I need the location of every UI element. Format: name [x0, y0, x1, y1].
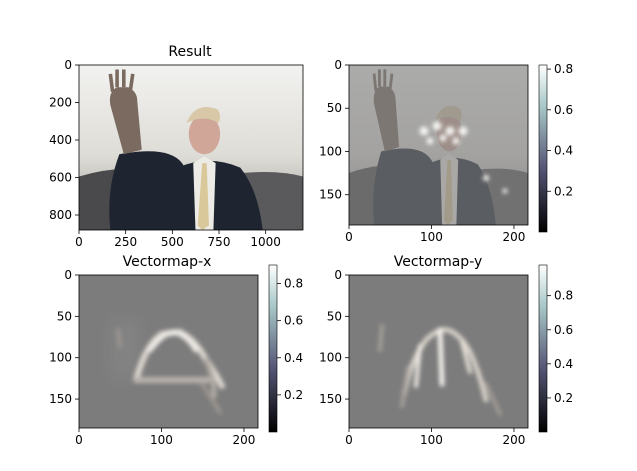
- x-tick-label: 200: [503, 433, 526, 447]
- ticks-overlay: 0 100 200 0 50 100 150: [319, 58, 525, 244]
- y-tick-label: 0: [334, 58, 342, 72]
- vectormap-x-image: [79, 275, 258, 428]
- colorbar-ticks-vectormap-x: 0.2 0.4 0.6 0.8: [277, 277, 303, 402]
- y-tick-label: 800: [49, 208, 72, 222]
- colorbar-tick-label: 0.6: [554, 103, 573, 117]
- y-tick-label: 150: [319, 392, 342, 406]
- colorbar-tick-label: 0.6: [554, 323, 573, 337]
- panel-result: Result 0 250 500 750 1000 0 200 400 600 800: [49, 44, 304, 249]
- x-tick-label: 100: [420, 230, 443, 244]
- axes-frame: [348, 274, 529, 429]
- colorbar-tick-label: 0.8: [284, 277, 303, 291]
- colorbar-tick-label: 0.6: [284, 314, 303, 328]
- colorbar-vectormap-y: [538, 264, 548, 433]
- y-tick-label: 400: [49, 133, 72, 147]
- colorbar-tick-label: 0.2: [284, 388, 303, 402]
- title-result: Result: [168, 44, 212, 60]
- y-tick-label: 100: [319, 351, 342, 365]
- colorbar-tick-label: 0.8: [554, 289, 573, 303]
- ticks-result: 0 250 500 750 1000 0 200 400 600 800: [49, 58, 281, 249]
- x-tick-label: 0: [75, 235, 83, 249]
- y-tick-label: 200: [49, 96, 72, 110]
- y-tick-label: 0: [334, 268, 342, 282]
- y-tick-label: 50: [57, 309, 72, 323]
- title-vectormap-x: Vectormap-x: [123, 254, 212, 270]
- colorbar-vectormap-x: [268, 264, 278, 433]
- y-tick-label: 50: [327, 101, 342, 115]
- ticks-vectormap-x: 0 100 200 0 50 100 150: [49, 268, 255, 447]
- x-tick-label: 750: [208, 235, 231, 249]
- x-tick-label: 100: [150, 433, 173, 447]
- x-tick-label: 0: [75, 433, 83, 447]
- colorbar-ticks-overlay: 0.2 0.4 0.6 0.8: [547, 62, 573, 198]
- overlay-image: [349, 65, 528, 225]
- colorbar-tick-label: 0.8: [554, 62, 573, 76]
- colorbar-tick-label: 0.4: [284, 351, 303, 365]
- x-tick-label: 1000: [250, 235, 281, 249]
- ticks-vectormap-y: 0 100 200 0 50 100 150: [319, 268, 525, 447]
- x-tick-label: 200: [233, 433, 256, 447]
- colorbar-overlay: [538, 64, 548, 233]
- y-tick-label: 0: [64, 268, 72, 282]
- y-tick-label: 600: [49, 171, 72, 185]
- y-tick-label: 50: [327, 309, 342, 323]
- colorbar-ticks-vectormap-y: 0.2 0.4 0.6 0.8: [547, 289, 573, 405]
- x-tick-label: 0: [345, 230, 353, 244]
- colorbar-tick-label: 0.4: [554, 357, 573, 371]
- panel-overlay: 0 100 200 0 50 100 150 0.2 0.4 0.6 0.8: [319, 58, 573, 244]
- axes-frame: [348, 64, 529, 226]
- axes-frame: [78, 64, 304, 231]
- y-tick-label: 150: [319, 188, 342, 202]
- x-tick-label: 200: [503, 230, 526, 244]
- colorbar-tick-label: 0.2: [554, 391, 573, 405]
- y-tick-label: 150: [49, 392, 72, 406]
- vectormap-y-image: [349, 275, 528, 428]
- y-tick-label: 0: [64, 58, 72, 72]
- y-tick-label: 100: [319, 144, 342, 158]
- title-vectormap-y: Vectormap-y: [394, 254, 483, 270]
- x-tick-label: 250: [114, 235, 137, 249]
- result-image: [79, 65, 303, 230]
- x-tick-label: 100: [420, 433, 443, 447]
- axes-frame: [78, 274, 259, 429]
- x-tick-label: 500: [161, 235, 184, 249]
- colorbar-tick-label: 0.2: [554, 184, 573, 198]
- y-tick-label: 100: [49, 351, 72, 365]
- colorbar-tick-label: 0.4: [554, 144, 573, 158]
- x-tick-label: 0: [345, 433, 353, 447]
